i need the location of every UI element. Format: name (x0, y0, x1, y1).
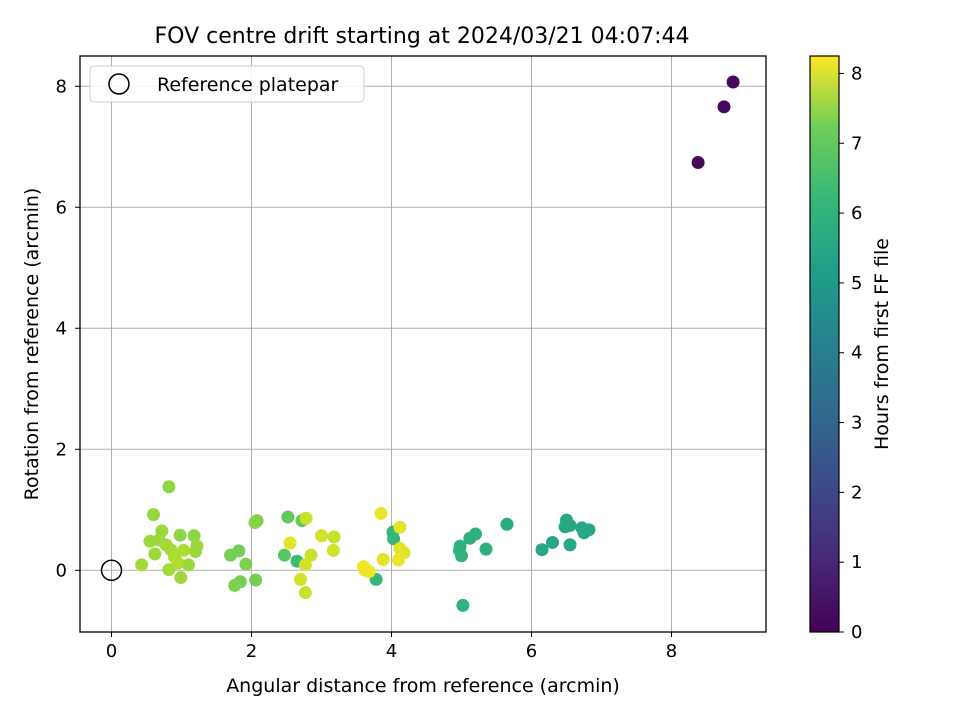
x-axis-label: Angular distance from reference (arcmin) (226, 675, 620, 697)
y-axis-ticks: 0 2 4 6 8 (56, 76, 80, 581)
y-tick-label: 6 (56, 197, 67, 218)
legend-open-circle-icon (108, 73, 130, 95)
data-point (326, 543, 340, 557)
reference-point-marker (100, 559, 123, 582)
data-point (177, 543, 191, 557)
x-tick-label: 8 (666, 641, 677, 662)
data-point (717, 100, 731, 114)
x-tick-label: 6 (526, 641, 537, 662)
data-point (456, 598, 470, 612)
data-point (187, 529, 201, 543)
colorbar-tick-label: 4 (851, 343, 862, 364)
colorbar-tick-label: 5 (851, 273, 862, 294)
data-point (387, 532, 401, 546)
data-point (171, 556, 185, 570)
y-tick-label: 2 (56, 439, 67, 460)
y-axis-label: Rotation from reference (arcmin) (21, 188, 43, 501)
x-tick-label: 0 (106, 641, 117, 662)
data-point (563, 538, 577, 552)
data-point (393, 520, 407, 534)
colorbar: 0 1 2 3 4 5 6 7 8 Hours from first FF file (809, 55, 893, 643)
data-point (726, 75, 740, 89)
y-tick-label: 0 (56, 560, 67, 581)
y-tick-label: 4 (56, 318, 67, 339)
data-point (315, 529, 328, 543)
y-tick-label: 8 (56, 76, 67, 97)
data-point (463, 531, 477, 545)
data-point (691, 155, 705, 169)
data-point (148, 547, 162, 561)
data-point (189, 545, 202, 559)
data-point (392, 553, 405, 567)
data-point (281, 510, 295, 524)
x-tick-label: 4 (386, 641, 397, 662)
data-point (299, 511, 313, 525)
data-point (535, 543, 549, 557)
data-point (182, 558, 195, 572)
data-point (147, 508, 160, 522)
colorbar-ticks: 0 1 2 3 4 5 6 7 8 (839, 63, 862, 643)
colorbar-tick-label: 3 (851, 413, 862, 434)
legend-label: Reference platepar (157, 74, 339, 96)
data-point (283, 536, 297, 550)
data-point (298, 586, 312, 600)
legend: Reference platepar (89, 65, 365, 103)
data-point (479, 542, 493, 556)
data-point (162, 480, 176, 494)
data-point (374, 506, 388, 520)
data-point (162, 563, 176, 577)
x-tick-label: 2 (246, 641, 257, 662)
data-point (558, 520, 572, 534)
data-points (135, 75, 740, 612)
grid-lines (80, 56, 766, 632)
colorbar-tick-label: 8 (851, 63, 862, 84)
data-point (577, 526, 591, 540)
data-point (455, 549, 468, 563)
colorbar-gradient (809, 55, 840, 633)
data-point (232, 544, 246, 558)
data-point (239, 557, 253, 571)
data-point (294, 572, 307, 586)
data-point (376, 552, 390, 566)
data-point (173, 528, 187, 542)
colorbar-tick-label: 0 (851, 622, 862, 643)
data-point (174, 571, 188, 585)
data-point (228, 578, 242, 592)
data-point (248, 515, 262, 529)
data-point (500, 517, 514, 531)
colorbar-label: Hours from first FF file (871, 238, 893, 450)
data-point (304, 548, 318, 562)
colorbar-tick-label: 2 (851, 482, 862, 503)
chart-title: FOV centre drift starting at 2024/03/21 … (155, 24, 690, 49)
colorbar-tick-label: 1 (851, 552, 862, 573)
data-point (546, 535, 559, 549)
data-point (135, 558, 149, 572)
plot-frame (79, 55, 767, 633)
data-point (298, 558, 312, 572)
legend-box (89, 65, 365, 103)
colorbar-tick-label: 6 (851, 203, 862, 224)
data-point (249, 573, 263, 587)
x-axis-ticks: 0 2 4 6 8 (106, 632, 677, 662)
colorbar-tick-label: 7 (851, 133, 862, 154)
data-point (327, 530, 341, 544)
data-point (277, 548, 291, 562)
data-point (362, 564, 376, 578)
